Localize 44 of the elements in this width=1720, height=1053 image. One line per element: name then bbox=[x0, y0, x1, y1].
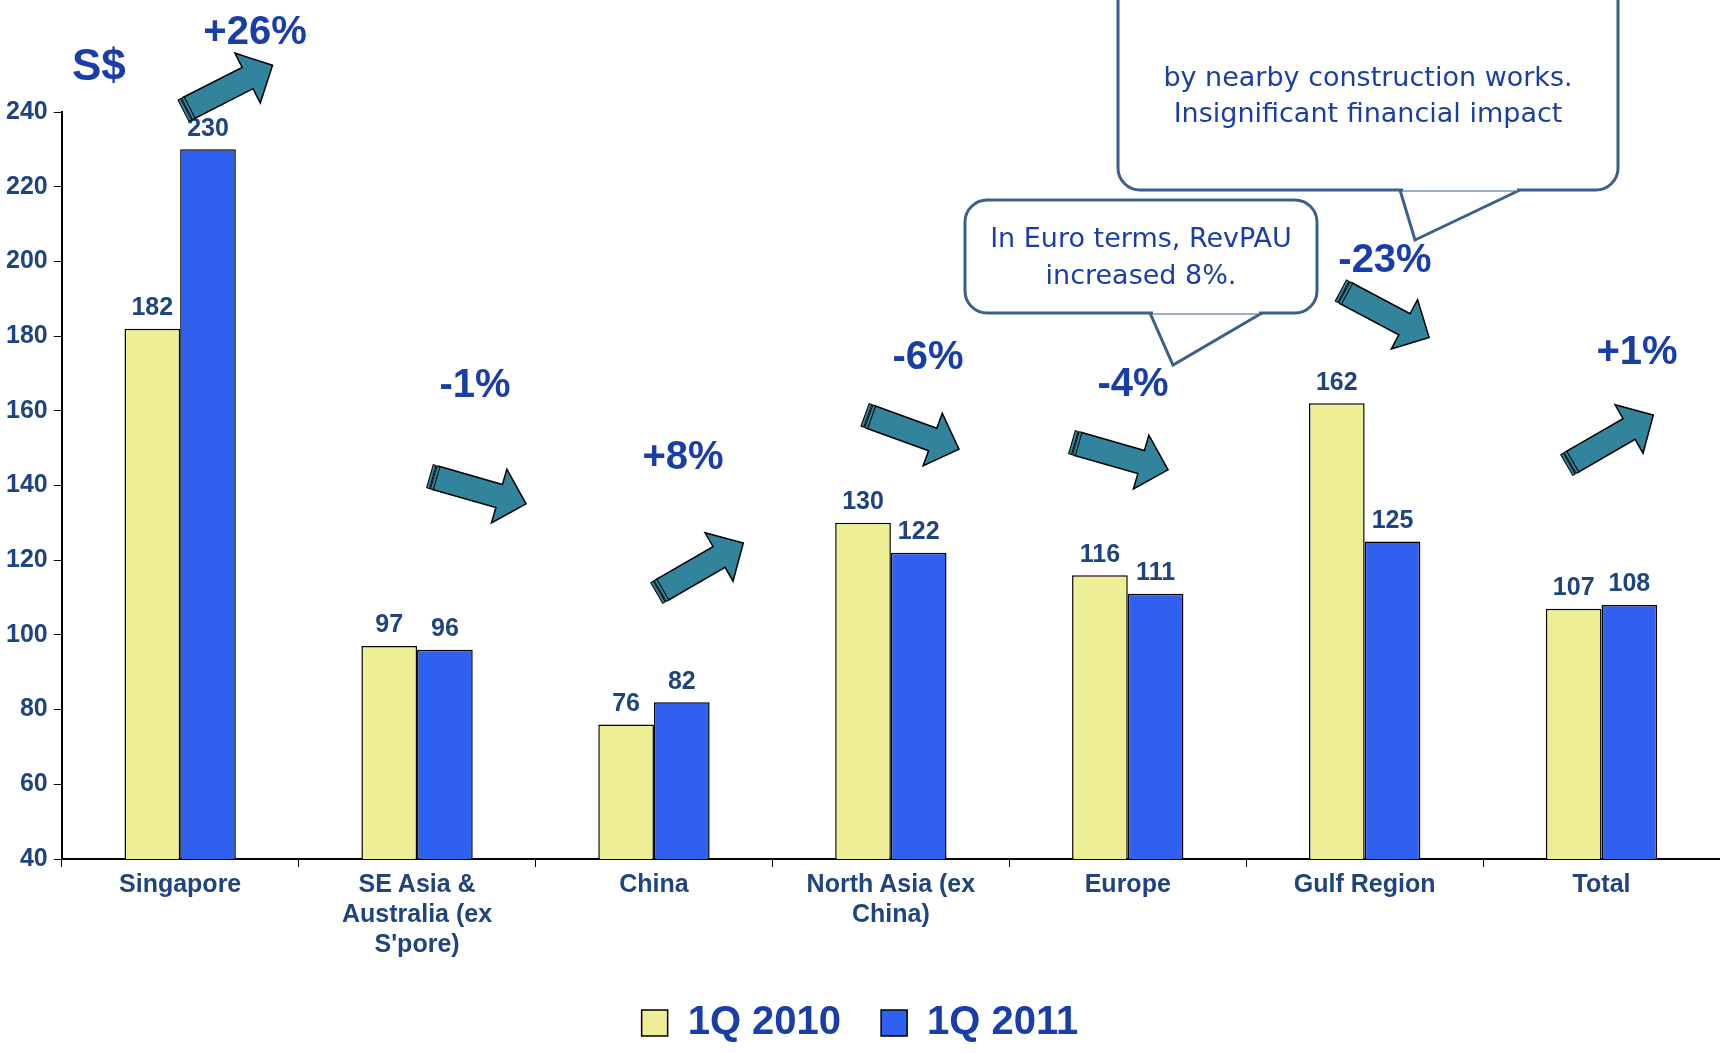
x-tick-label: Gulf Region bbox=[1293, 868, 1436, 897]
data-label: 182 bbox=[131, 292, 174, 321]
x-tick-label: SE Asia & Australia (ex S'pore) bbox=[342, 868, 493, 957]
data-label: 96 bbox=[430, 613, 459, 642]
y-tick-label: 80 bbox=[19, 693, 48, 722]
data-label: 111 bbox=[1136, 557, 1176, 586]
data-label: 130 bbox=[842, 486, 884, 515]
x-tick-label: Europe bbox=[1084, 868, 1171, 897]
x-tick-label: Singapore bbox=[119, 868, 242, 897]
data-label: 230 bbox=[187, 112, 229, 141]
y-tick-label: 200 bbox=[5, 245, 48, 274]
y-tick-label: 140 bbox=[5, 469, 48, 498]
data-label: 97 bbox=[375, 609, 404, 638]
x-tick-label: China bbox=[619, 868, 690, 897]
y-tick-label: 240 bbox=[5, 95, 48, 124]
y-tick-label: 120 bbox=[5, 544, 48, 573]
y-tick-label: 60 bbox=[19, 768, 48, 797]
annotation: -6% bbox=[892, 332, 964, 378]
data-label: 108 bbox=[1608, 568, 1651, 597]
x-tick-label: North Asia (ex China) bbox=[806, 868, 976, 927]
data-label: 116 bbox=[1079, 538, 1121, 567]
data-label: 76 bbox=[612, 687, 641, 716]
text: +26% bbox=[203, 7, 307, 53]
annotation: In Euro terms, RevPAU increased 8%. bbox=[989, 221, 1293, 292]
y-tick-label: 220 bbox=[5, 170, 48, 199]
data-label: 122 bbox=[897, 516, 940, 545]
y-tick-label: 100 bbox=[5, 618, 48, 647]
annotation: +1% bbox=[1596, 327, 1678, 373]
annotation: by nearby construction works. Insignificant financial impact bbox=[1162, 59, 1574, 130]
data-label: 107 bbox=[1552, 572, 1595, 601]
annotation: -4% bbox=[1097, 359, 1169, 405]
legend-label: 1Q 2011 bbox=[927, 998, 1079, 1043]
legend-label: 1Q 2010 bbox=[687, 998, 842, 1043]
y-tick-label: 160 bbox=[5, 394, 48, 423]
y-tick-label: 40 bbox=[19, 842, 48, 871]
data-label: 162 bbox=[1315, 366, 1358, 395]
data-label: 125 bbox=[1371, 504, 1414, 533]
data-label: 82 bbox=[667, 665, 696, 694]
x-tick-label: Total bbox=[1572, 868, 1631, 897]
y-axis-title: S$ bbox=[72, 40, 126, 90]
y-tick-label: 180 bbox=[5, 319, 48, 348]
annotation: -1% bbox=[439, 360, 511, 406]
annotation: +8% bbox=[642, 432, 724, 478]
annotation: -23% bbox=[1338, 235, 1432, 281]
